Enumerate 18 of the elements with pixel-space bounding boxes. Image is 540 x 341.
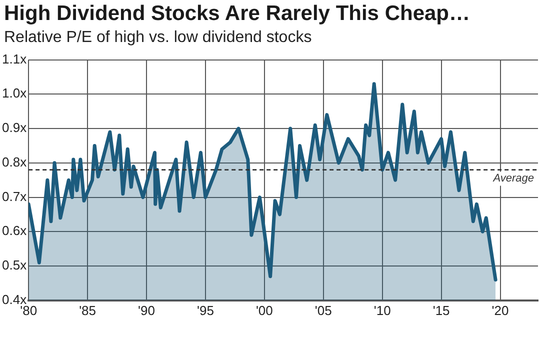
y-tick-label: 0.6x <box>2 223 28 238</box>
x-tick-label: '15 <box>432 302 450 318</box>
y-tick-label: 0.7x <box>2 188 28 204</box>
y-tick-label: 0.9x <box>2 120 28 136</box>
y-tick-label: 0.8x <box>2 154 28 170</box>
y-tick-label: 1.1x <box>2 51 28 66</box>
x-tick-label: '90 <box>138 302 155 318</box>
x-tick-label: '00 <box>256 302 273 318</box>
chart-title: High Dividend Stocks Are Rarely This Cheap… <box>4 2 470 26</box>
x-tick-label: '95 <box>196 302 214 318</box>
x-tick-label: '05 <box>314 302 332 318</box>
y-tick-label: 0.5x <box>2 258 28 273</box>
ref-line-label: Average <box>492 172 534 184</box>
y-tick-label: 1.0x <box>2 86 28 101</box>
x-tick-label: '10 <box>374 302 391 318</box>
x-tick-label: '85 <box>79 302 96 318</box>
chart-subtitle: Relative P/E of high vs. low dividend stocks <box>4 29 312 47</box>
x-tick-label: '20 <box>492 302 509 318</box>
